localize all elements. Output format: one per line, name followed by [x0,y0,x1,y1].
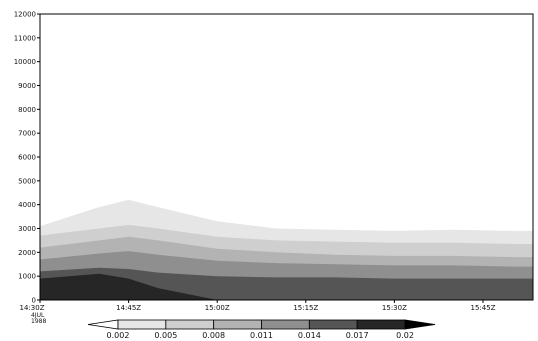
colorbar-label: 0.014 [298,331,321,340]
x-tick-label: 14:30Z [20,304,45,312]
x-tick-label: 14:45Z [116,304,141,312]
colorbar-label: 0.005 [154,331,177,340]
colorbar-label: 0.008 [202,331,225,340]
colorbar-segment [261,319,310,330]
y-tick-label: 0 [32,297,36,305]
colorbar-segment [308,319,358,330]
colorbar-label: 0.002 [107,331,130,340]
contour-bands [40,199,533,300]
y-axis: 0 1000 2000 3000 4000 5000 6000 7000 8000 9000 100… [14,11,40,305]
x-date-line-2: 1988 [31,318,46,325]
y-tick-label: 5000 [18,177,36,185]
y-tick-label: 11000 [14,34,36,42]
y-tick-label: 8000 [18,106,36,114]
colorbar-segment [356,319,406,330]
y-tick-label: 9000 [18,82,36,90]
x-axis: 14:30Z 14:45Z 15:00Z 15:15Z 15:30Z 15:45Z [20,300,496,312]
y-tick-label: 6000 [18,154,36,162]
x-date-line-1: 4JUL [31,312,45,319]
colorbar-label: 0.017 [346,331,369,340]
x-tick-label: 15:30Z [382,304,407,312]
y-tick-label: 10000 [14,58,36,66]
x-tick-label: 15:45Z [471,304,496,312]
colorbar-segment [117,319,167,330]
x-date-label: 4JUL 1988 [31,312,46,325]
y-tick-label: 4000 [18,201,36,209]
colorbar-label: 0.011 [250,331,273,340]
colorbar-segment [213,319,262,330]
x-tick-label: 15:15Z [293,304,318,312]
y-tick-label: 12000 [14,11,36,19]
colorbar: 0.002 0.005 0.008 0.011 0.014 0.017 0.02 [87,319,436,340]
y-tick-label: 7000 [18,130,36,138]
y-tick-label: 3000 [18,225,36,233]
y-tick-label: 1000 [18,273,36,281]
y-tick-label: 2000 [18,249,36,257]
x-tick-label: 15:00Z [205,304,230,312]
colorbar-segment [165,319,215,330]
contour-band-0.017 [40,273,533,300]
colorbar-segment [87,319,119,330]
colorbar-segment [404,319,436,330]
colorbar-label: 0.02 [396,331,414,340]
